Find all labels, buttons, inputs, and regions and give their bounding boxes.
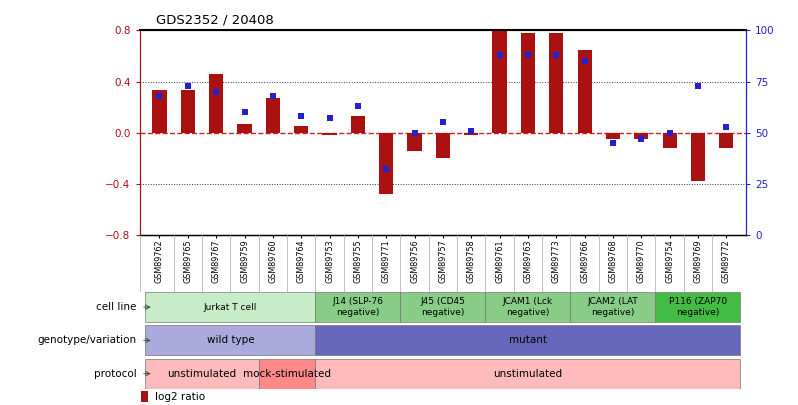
Bar [436, 133, 450, 158]
Text: P116 (ZAP70
negative): P116 (ZAP70 negative) [669, 298, 727, 317]
Bar [315, 359, 741, 388]
Bar [634, 133, 648, 139]
Bar [145, 292, 315, 322]
Text: log2 ratio: log2 ratio [156, 392, 205, 402]
Bar [238, 124, 251, 133]
Bar [464, 133, 478, 135]
Text: mutant: mutant [509, 335, 547, 345]
Bar [315, 326, 741, 355]
Text: mock-stimulated: mock-stimulated [243, 369, 331, 379]
Text: wild type: wild type [207, 335, 254, 345]
Text: cell line: cell line [97, 302, 136, 312]
Bar [145, 326, 315, 355]
Text: JCAM1 (Lck
negative): JCAM1 (Lck negative) [503, 298, 553, 317]
Bar [485, 292, 571, 322]
Text: JCAM2 (LAT
negative): JCAM2 (LAT negative) [587, 298, 638, 317]
Text: Jurkat T cell: Jurkat T cell [203, 303, 257, 312]
Bar [294, 126, 308, 133]
Bar [578, 49, 591, 133]
Bar [209, 74, 223, 133]
Bar [662, 133, 677, 148]
Text: J14 (SLP-76
negative): J14 (SLP-76 negative) [333, 298, 383, 317]
Bar [655, 292, 741, 322]
Bar [180, 90, 195, 133]
Bar [266, 98, 280, 133]
Text: J45 (CD45
negative): J45 (CD45 negative) [421, 298, 465, 317]
Bar [141, 391, 148, 402]
Bar [549, 33, 563, 133]
Bar [259, 359, 315, 388]
Bar [606, 133, 620, 139]
Bar [401, 292, 485, 322]
Bar [521, 33, 535, 133]
Bar [492, 30, 507, 133]
Bar [145, 359, 259, 388]
Text: protocol: protocol [94, 369, 136, 379]
Text: unstimulated: unstimulated [168, 369, 236, 379]
Bar [351, 116, 365, 133]
Text: unstimulated: unstimulated [493, 369, 563, 379]
Bar [152, 90, 167, 133]
Bar [315, 292, 401, 322]
Bar [379, 133, 393, 194]
Bar [408, 133, 421, 151]
Bar [691, 133, 705, 181]
Bar [322, 133, 337, 135]
Bar [571, 292, 655, 322]
Text: GDS2352 / 20408: GDS2352 / 20408 [156, 13, 274, 26]
Bar [719, 133, 733, 148]
Text: genotype/variation: genotype/variation [38, 335, 136, 345]
